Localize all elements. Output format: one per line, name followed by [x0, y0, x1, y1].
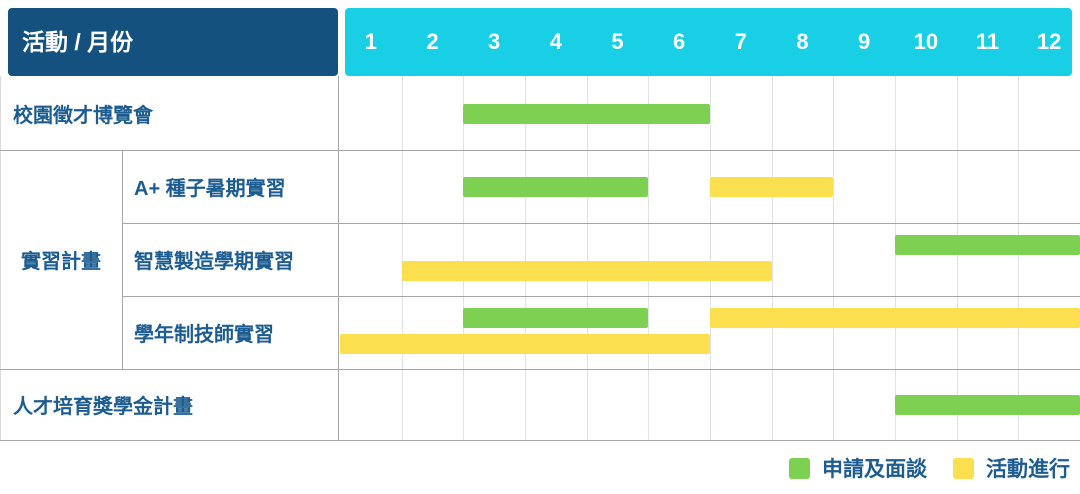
month-label-5: 5 — [611, 29, 624, 54]
month-label-9: 9 — [858, 29, 871, 54]
row-label: 智慧製造學期實習 — [134, 251, 294, 273]
row-label: 校園徵才博覽會 — [13, 105, 153, 127]
label-chart-divider — [338, 76, 339, 440]
gantt-bar — [463, 103, 710, 124]
month-gridline — [648, 76, 650, 440]
gantt-bar — [401, 261, 772, 281]
gantt-bar — [895, 394, 1080, 415]
month-label-3: 3 — [488, 29, 501, 54]
month-gridline — [710, 76, 711, 440]
header-months-bar — [345, 8, 1072, 76]
row-label: 學年制技師實習 — [134, 324, 274, 346]
month-gridline — [895, 76, 896, 440]
row-divider — [0, 440, 1080, 441]
legend-item: 申請及面談 — [789, 453, 927, 483]
month-gridline — [463, 76, 465, 440]
row-divider — [122, 296, 1080, 297]
month-label-1: 1 — [364, 29, 377, 54]
month-gridline — [1018, 76, 1020, 440]
row-divider — [122, 223, 1080, 224]
month-gridline — [771, 76, 773, 440]
month-label-7: 7 — [734, 29, 747, 54]
month-label-6: 6 — [673, 29, 686, 54]
row-label: 人才培育獎學金計畫 — [13, 396, 193, 418]
legend-item: 活動進行 — [953, 453, 1070, 483]
legend-label: 申請及面談 — [822, 458, 927, 481]
month-label-10: 10 — [913, 29, 939, 54]
month-label-8: 8 — [796, 29, 809, 54]
month-gridline — [586, 76, 588, 440]
legend-label: 活動進行 — [986, 458, 1070, 481]
month-label-11: 11 — [975, 29, 1000, 54]
legend-swatch — [789, 457, 810, 479]
legend-swatch — [953, 457, 974, 479]
legend: 申請及面談 活動進行 — [789, 446, 1070, 490]
month-gridline — [833, 76, 835, 440]
month-gridline — [525, 76, 526, 440]
header-title-cell: 活動 / 月份 — [8, 8, 338, 76]
row-divider — [0, 150, 1080, 151]
month-gridline — [401, 76, 403, 440]
row-divider — [0, 369, 1080, 370]
month-label-12: 12 — [1036, 29, 1062, 54]
gantt-bar — [710, 308, 1080, 328]
month-gridline — [956, 76, 958, 440]
gantt-bar — [895, 235, 1080, 255]
group-label: 實習計畫 — [21, 251, 101, 273]
month-label-2: 2 — [426, 29, 439, 54]
grid-left-edge — [0, 76, 1, 440]
gantt-bar — [463, 176, 649, 197]
gantt-bar — [463, 308, 649, 328]
month-label-4: 4 — [549, 29, 562, 54]
gantt-bar — [710, 176, 834, 197]
group-subcolumn-divider — [122, 150, 123, 369]
row-label: A+ 種子暑期實習 — [134, 178, 286, 200]
gantt-bar — [340, 334, 710, 354]
